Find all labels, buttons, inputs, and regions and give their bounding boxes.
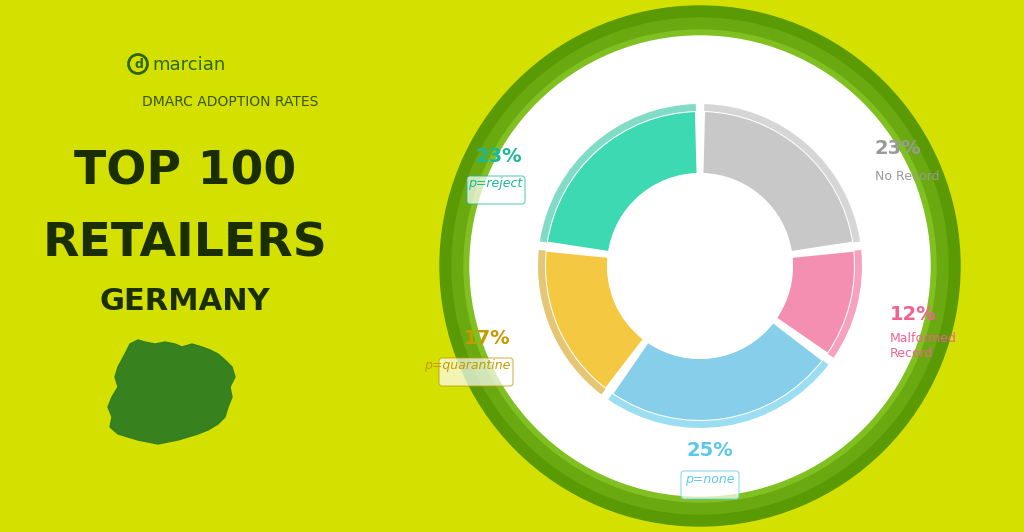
Text: d: d [134, 57, 143, 71]
Circle shape [464, 30, 936, 502]
Text: p=quarantine: p=quarantine [424, 360, 510, 372]
Text: p=none: p=none [685, 472, 735, 486]
FancyBboxPatch shape [681, 471, 739, 499]
Text: No Record: No Record [874, 170, 939, 182]
Wedge shape [540, 104, 696, 243]
Wedge shape [705, 104, 860, 243]
Text: p=reject: p=reject [468, 178, 522, 190]
Circle shape [470, 36, 930, 496]
FancyBboxPatch shape [467, 176, 525, 204]
Wedge shape [547, 111, 697, 252]
Text: RETAILERS: RETAILERS [43, 221, 328, 267]
Wedge shape [608, 360, 828, 428]
Text: 23%: 23% [874, 138, 922, 157]
Text: 12%: 12% [890, 304, 937, 323]
Circle shape [608, 174, 792, 358]
Circle shape [476, 42, 924, 490]
Text: GERMANY: GERMANY [99, 287, 270, 317]
Text: 25%: 25% [687, 442, 733, 461]
Wedge shape [612, 322, 823, 421]
Text: marcian: marcian [152, 55, 225, 73]
Text: 23%: 23% [475, 146, 522, 165]
Wedge shape [702, 111, 853, 252]
Circle shape [488, 54, 912, 478]
FancyBboxPatch shape [439, 358, 513, 386]
Wedge shape [538, 250, 605, 395]
Polygon shape [108, 340, 234, 444]
Text: 17%: 17% [464, 328, 510, 347]
Text: TOP 100: TOP 100 [74, 149, 296, 195]
Text: DMARC ADOPTION RATES: DMARC ADOPTION RATES [142, 95, 318, 109]
Circle shape [440, 6, 961, 526]
Circle shape [452, 18, 948, 514]
Wedge shape [776, 251, 855, 354]
Wedge shape [827, 250, 862, 358]
Text: Malformed
Record: Malformed Record [890, 332, 956, 360]
Wedge shape [545, 251, 644, 389]
